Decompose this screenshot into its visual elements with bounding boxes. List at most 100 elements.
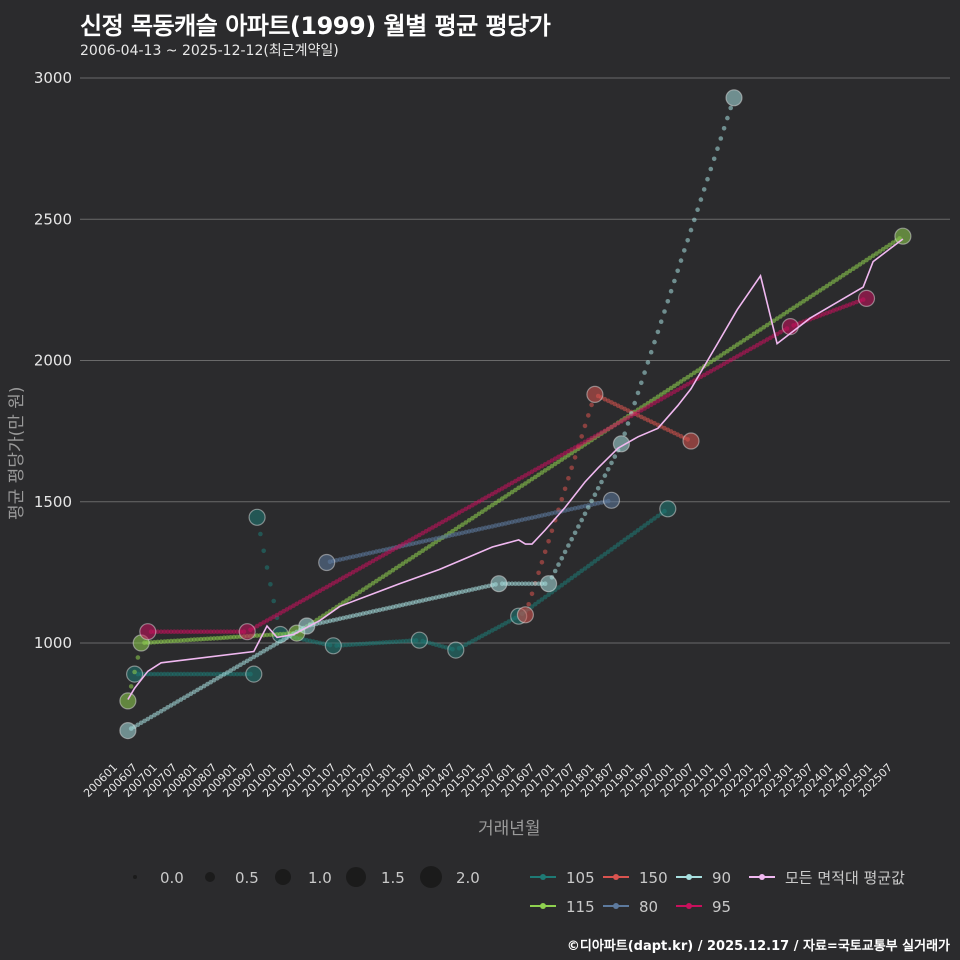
series-bead: [778, 314, 783, 319]
series-bead: [483, 507, 488, 512]
series-bead: [175, 671, 180, 677]
data-point: [447, 641, 465, 659]
series-bead: [645, 360, 651, 365]
series-bead: [268, 582, 273, 587]
series-bead: [191, 671, 197, 677]
series-bead: [625, 535, 631, 540]
series-bead: [559, 582, 565, 588]
series-bead: [754, 329, 760, 334]
series-bead: [168, 629, 174, 634]
series-bead: [264, 647, 270, 652]
series-bead: [539, 560, 545, 565]
series-bead: [602, 551, 608, 557]
series-bead: [824, 283, 830, 289]
series-bead: [721, 351, 727, 356]
series-bead: [708, 359, 714, 365]
legend-label: 115: [566, 898, 595, 916]
series-bead: [605, 467, 611, 472]
series-bead: [506, 581, 512, 586]
series-bead: [665, 299, 671, 304]
series-bead: [804, 296, 810, 302]
series-bead: [195, 629, 200, 634]
source-footer: ©디아파트(dapt.kr) / 2025.12.17 / 자료=국토교통부 실…: [566, 939, 950, 954]
legend-label: 105: [566, 869, 595, 887]
series-bead: [546, 466, 551, 471]
series-bead: [403, 638, 409, 644]
data-point: [659, 500, 677, 518]
series-bead: [546, 539, 551, 544]
series-bead: [622, 537, 627, 543]
series-bead: [635, 390, 641, 396]
series-bead: [155, 710, 160, 716]
series-bead: [360, 641, 366, 647]
series-bead: [556, 585, 561, 590]
series-bead: [880, 246, 886, 252]
series-bead: [254, 652, 260, 658]
series-bead: [135, 655, 141, 660]
series-bead: [175, 638, 180, 643]
series-bead: [549, 463, 555, 469]
series-bead: [834, 277, 839, 282]
series-bead: [370, 640, 376, 646]
series-bead: [851, 266, 856, 272]
series-bead: [566, 543, 571, 548]
series-bead: [354, 591, 359, 597]
series-bead: [162, 707, 167, 712]
series-bead: [344, 598, 349, 603]
data-point: [725, 89, 743, 107]
series-bead: [526, 602, 531, 607]
series-bead: [410, 554, 416, 560]
series-bead: [499, 496, 505, 501]
series-bead: [350, 569, 356, 575]
series-bead: [725, 348, 730, 354]
series-bead: [188, 671, 194, 677]
series-bead: [764, 337, 770, 342]
series-bead: [874, 251, 879, 256]
series-bead: [867, 255, 873, 261]
series-bead: [165, 629, 170, 634]
series-bead: [377, 555, 382, 560]
series-bead: [625, 415, 631, 421]
series-bead: [533, 474, 538, 480]
series-bead: [215, 671, 220, 677]
series-bead: [188, 629, 194, 634]
series-bead: [354, 642, 359, 647]
series-bead: [745, 335, 750, 341]
series-bead: [595, 556, 601, 562]
legend-label: 80: [639, 898, 658, 916]
series-bead: [201, 683, 207, 689]
legend-swatch-dot: [613, 874, 619, 880]
series-bead: [569, 447, 574, 452]
series-bead: [655, 394, 661, 400]
series-bead: [433, 539, 439, 545]
series-bead: [453, 526, 459, 532]
chart-subtitle: 2006-04-13 ~ 2025-12-12(최근계약일): [80, 43, 339, 59]
legend-label: 150: [639, 869, 668, 887]
series-bead: [509, 489, 515, 495]
series-bead: [655, 329, 661, 335]
series-bead: [682, 377, 687, 382]
series-bead: [728, 346, 733, 352]
series-bead: [254, 633, 260, 638]
series-bead: [364, 585, 369, 590]
series-bead: [513, 487, 518, 493]
series-bead: [218, 635, 223, 641]
legend-swatch-dot: [613, 903, 619, 909]
data-point: [324, 637, 342, 655]
series-bead: [397, 563, 402, 569]
series-bead: [738, 352, 743, 357]
series-bead: [569, 536, 574, 542]
series-bead: [377, 640, 382, 646]
series-line-average: [127, 238, 904, 700]
series-bead: [844, 270, 849, 276]
series-bead: [350, 642, 356, 647]
series-bead: [675, 381, 680, 387]
data-point: [238, 623, 256, 641]
series-bead: [215, 635, 220, 641]
series-bead: [658, 319, 664, 325]
series-bead: [172, 671, 177, 677]
series-bead: [890, 240, 896, 245]
series-bead: [281, 631, 286, 637]
series-bead: [231, 629, 237, 634]
series-bead: [205, 671, 210, 677]
